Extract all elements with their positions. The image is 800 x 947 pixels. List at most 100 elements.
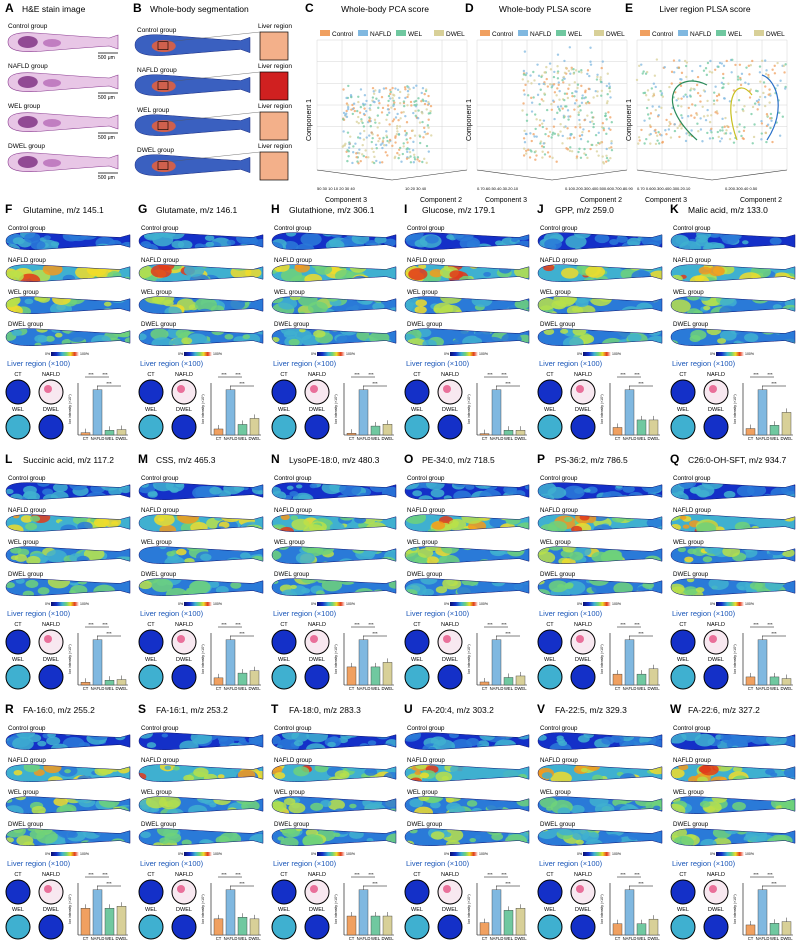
liver-circle (138, 379, 164, 405)
circle-label: CT (14, 872, 22, 878)
circle-label: CT (679, 622, 687, 628)
bar (769, 676, 780, 686)
x-tick-label: WEL (371, 686, 381, 691)
panel-title: LysoPE-18:0, m/z 480.3 (289, 455, 380, 465)
liver-circle (38, 914, 64, 940)
liver-circle (5, 664, 31, 690)
liver-circle (271, 914, 297, 940)
circle-label: DWEL (43, 407, 59, 413)
colorbar (51, 602, 79, 606)
y-axis-label: Ion intensity (×10⁵) (467, 894, 471, 923)
liver-circle (304, 879, 330, 905)
bar (249, 670, 260, 686)
legend-swatch (480, 30, 490, 36)
bar (80, 908, 91, 936)
bar (503, 430, 514, 436)
liver-title: Liver region (×100) (273, 859, 337, 868)
group-label: WEL group (141, 289, 172, 296)
group-label: Control group (141, 225, 179, 232)
liver-title: Liver region (×100) (140, 609, 204, 618)
group-label: NAFLD group (141, 257, 179, 264)
panel-letter: B (133, 1, 142, 15)
liver-title: Liver region (×100) (7, 609, 71, 618)
legend-entry: DWEL (446, 31, 465, 38)
significance: *** (620, 372, 626, 377)
liver-circle (5, 879, 31, 905)
liver-circle (138, 664, 164, 690)
circle-label: NAFLD (308, 372, 326, 378)
liver-circle (404, 414, 430, 440)
bar (116, 429, 127, 436)
x-tick-label: DWEL (115, 936, 128, 941)
panel-letter: N (271, 452, 280, 466)
legend-entry: WEL (408, 31, 422, 38)
significance: *** (88, 372, 94, 377)
x-tick-label: WEL (504, 436, 514, 441)
bar (237, 917, 248, 936)
colorbar-min: 0% (178, 602, 183, 606)
bar (515, 675, 526, 686)
bar (479, 922, 490, 936)
group-label: Control group (141, 475, 179, 482)
group-label: DWEL group (540, 321, 576, 328)
liver-title: Liver region (×100) (672, 859, 736, 868)
circle-label: CT (14, 372, 22, 378)
colorbar (450, 852, 478, 856)
x-tick-label: CT (748, 686, 754, 691)
circle-label: WEL (411, 907, 423, 913)
bar (104, 680, 115, 686)
bar (213, 918, 224, 936)
group-label: NAFLD group (673, 507, 711, 514)
panel-letter: V (537, 702, 545, 716)
bar (648, 918, 659, 936)
panel-title: C26:0-OH-SFT, m/z 934.7 (688, 455, 787, 465)
y-axis-label: Ion intensity (×10⁵) (600, 644, 604, 673)
liver-circle (670, 629, 696, 655)
panel-letter: I (404, 202, 407, 216)
circle-label: WEL (544, 407, 556, 413)
circle-label: DWEL (708, 907, 724, 913)
bar (636, 419, 647, 436)
group-label: NAFLD group (274, 757, 312, 764)
x-tick-label: NAFLD (623, 936, 637, 941)
panel-letter: Q (670, 452, 679, 466)
y-axis-label: Ion intensity (×10⁵) (334, 644, 338, 673)
group-label: DWEL group (673, 321, 709, 328)
metabolite-panel: V FA-22:5, m/z 329.3 Control group NAFLD gr… (537, 702, 663, 941)
liver-circle (670, 414, 696, 440)
liver-circle (404, 879, 430, 905)
bar (346, 433, 357, 436)
bar (515, 908, 526, 936)
liver-circle (271, 629, 297, 655)
legend-swatch (594, 30, 604, 36)
bar (116, 679, 127, 686)
circle-label: NAFLD (441, 372, 459, 378)
liver-circle (670, 664, 696, 690)
x-tick-label: WEL (637, 686, 647, 691)
circle-label: NAFLD (42, 622, 60, 628)
panel-letter: U (404, 702, 413, 716)
liver-label: Liver region (258, 143, 292, 150)
liver-circle (670, 379, 696, 405)
significance: *** (221, 372, 227, 377)
colorbar-max: 100% (745, 602, 754, 606)
circle-label: DWEL (43, 907, 59, 913)
bar (225, 639, 236, 686)
tick-labels: 10 20 30 40 (405, 186, 427, 191)
circle-label: WEL (544, 907, 556, 913)
liver-circle (703, 629, 729, 655)
colorbar-max: 100% (346, 602, 355, 606)
x-tick-label: CT (748, 436, 754, 441)
significance: *** (235, 622, 241, 627)
circle-label: CT (546, 622, 554, 628)
liver-circle (437, 379, 463, 405)
legend-swatch (358, 30, 368, 36)
panel-title: Whole-body PCA score (341, 4, 429, 14)
group-label: Control group (274, 725, 312, 732)
colorbar (716, 852, 744, 856)
x-tick-label: CT (349, 436, 355, 441)
group-label: DWEL group (8, 571, 44, 578)
panel-letter: O (404, 452, 413, 466)
group-label: WEL group (673, 789, 704, 796)
